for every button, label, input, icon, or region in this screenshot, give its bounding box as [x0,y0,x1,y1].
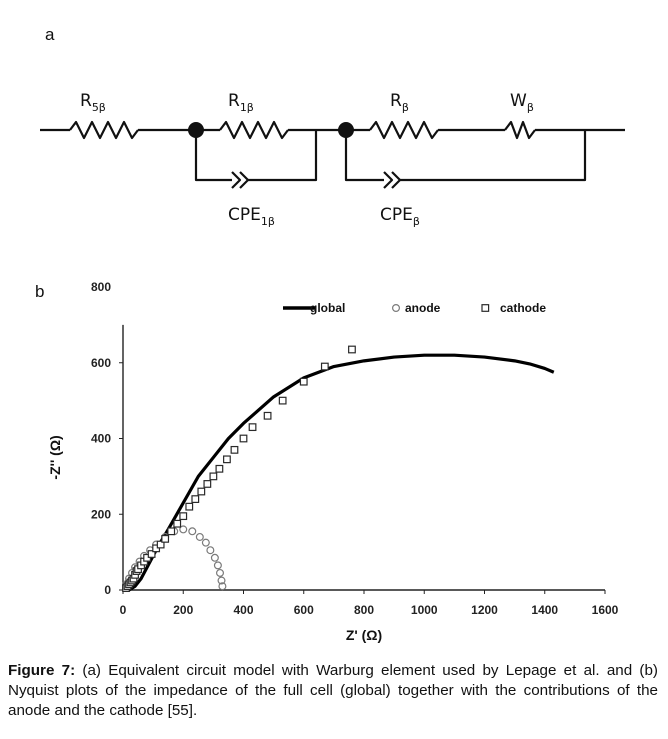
legend-global-label: global [310,301,345,315]
cathode-point [239,434,248,443]
cathode-point [185,502,194,511]
cpe1-label: CPE1β [228,205,275,228]
anode-point [216,568,225,577]
junction-node-2 [338,122,354,138]
cathode-point [161,534,170,543]
anode-point [179,525,188,534]
caption-label: Figure 7: [8,662,76,679]
y-tick-label: 800 [91,280,111,294]
legend-cathode-label: cathode [500,301,546,315]
cathode-point [147,550,156,558]
resistor-r1-icon [219,120,289,140]
warburg-element-icon [504,120,536,140]
cathode-point [348,345,356,354]
cathode-point [209,472,218,481]
cathode-point [167,527,176,536]
x-tick-label: 600 [294,603,314,617]
resistor-r-icon [369,120,439,140]
anode-point [213,561,222,570]
x-tick-label: 400 [233,603,253,617]
x-tick-label: 200 [173,603,193,617]
legend: global anode cathode [283,301,546,315]
anode-point [218,582,227,591]
cathode-point [263,411,272,420]
x-tick-label: 1600 [592,603,619,617]
r-label: Rβ [390,91,409,114]
y-tick-label: 0 [104,583,111,597]
panel-b-letter: b [35,282,44,301]
x-tick-label: 800 [354,603,374,617]
cathode-point [173,519,182,528]
figure-caption: Figure 7: (a) Equivalent circuit model w… [8,661,658,721]
x-axis-label: Z' (Ω) [346,627,382,643]
y-tick-label: 200 [91,507,111,521]
anode-point [195,532,204,541]
rs-label: R5β [80,91,106,114]
plot-axes [119,324,606,594]
x-tick-label: 1000 [411,603,438,617]
x-tick-label: 0 [120,603,127,617]
series-line-global [128,353,555,592]
anode-point [201,538,210,547]
nyquist-plot: b 0 200 400 600 800 1000 1200 1400 1600 0 200 400 60… [35,280,619,643]
legend-anode-swatch [392,303,401,312]
cpe-element-icon [383,171,402,189]
anode-point [210,553,219,562]
anode-point [217,576,226,585]
y-tick-label: 400 [91,432,111,446]
resistor-rs-icon [69,120,139,140]
r1-label: R1β [228,91,254,114]
y-axis-label: -Z'' (Ω) [47,435,63,479]
cathode-point [191,495,200,504]
tick-labels: 0 200 400 600 800 1000 1200 1400 1600 0 200 400 600 8… [91,280,619,617]
cathode-point [156,540,165,549]
cathode-point [203,480,212,488]
cathode-point [197,487,206,496]
equivalent-circuit-diagram: a R5β R1β Rβ Wβ CPE1β CPEβ [40,25,625,228]
x-tick-label: 1200 [471,603,498,617]
cpe-label: CPEβ [380,205,420,228]
y-tick-label: 600 [91,356,111,370]
legend-cathode-swatch [481,304,490,312]
cathode-point [248,423,257,432]
panel-a-letter: a [45,25,55,44]
w-label: Wβ [510,91,534,114]
cathode-point [299,377,308,386]
cathode-point [223,455,231,464]
anode-point [206,546,215,555]
data-marks [122,345,555,593]
cathode-point [215,464,224,473]
cathode-point [320,362,329,371]
cathode-point [278,396,287,405]
cathode-point [230,445,239,454]
x-tick-label: 1400 [531,603,558,617]
caption-text: (a) Equivalent circuit model with Warbur… [8,662,658,719]
legend-anode-label: anode [405,301,441,315]
anode-point [188,527,197,536]
cpe1-element-icon [231,171,250,189]
junction-node-1 [188,122,204,138]
cathode-point [179,512,188,521]
